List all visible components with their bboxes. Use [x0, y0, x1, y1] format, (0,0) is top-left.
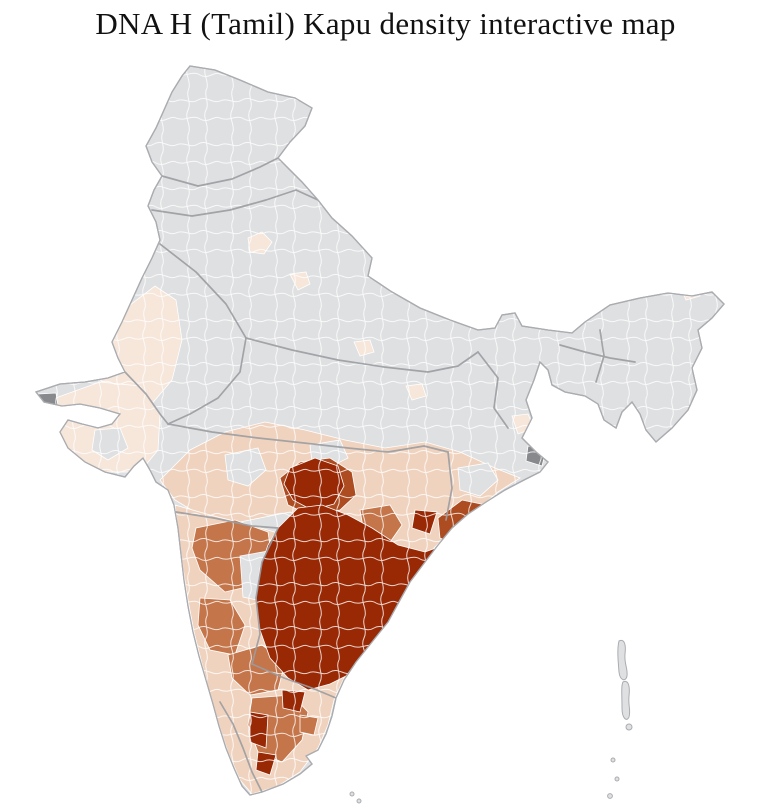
state-borders [124, 157, 636, 793]
south-small-islands[interactable] [349, 791, 362, 804]
island-nicobar-3[interactable] [607, 793, 613, 799]
small-island-2[interactable] [356, 798, 362, 804]
small-island-1[interactable] [349, 791, 355, 797]
island-andaman-south[interactable] [621, 680, 631, 720]
district-mesh-overlay [36, 66, 724, 795]
andaman-nicobar-islands[interactable] [607, 639, 633, 799]
island-little-andaman[interactable] [625, 723, 633, 731]
island-nicobar-1[interactable] [610, 757, 616, 763]
map-title: DNA H (Tamil) Kapu density interactive m… [95, 6, 676, 41]
island-andaman-north[interactable] [617, 639, 628, 681]
island-nicobar-2[interactable] [614, 776, 620, 782]
